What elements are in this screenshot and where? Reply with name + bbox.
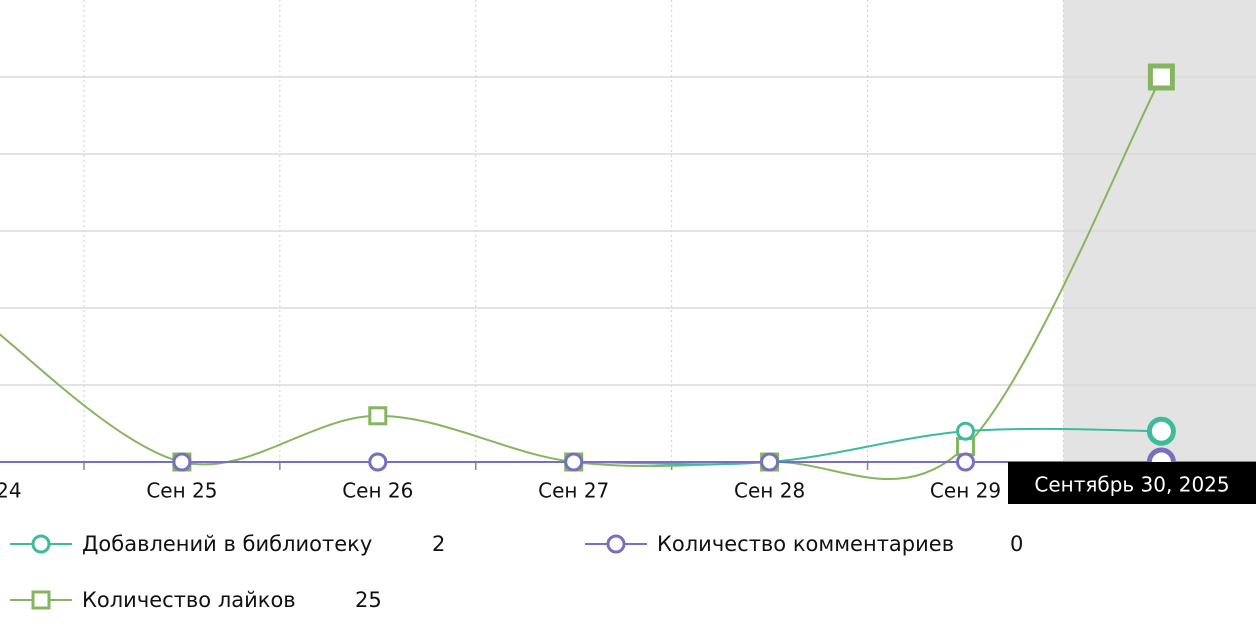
- tooltip-text: Сентябрь 30, 2025: [1034, 473, 1229, 497]
- legend-item: Добавлений в библиотеку 2: [10, 532, 445, 556]
- x-tick-label: Сен 25: [146, 479, 217, 503]
- data-point: [956, 452, 975, 472]
- legend-value: 2: [432, 532, 445, 556]
- legend-marker: [606, 534, 626, 554]
- legend-marker: [31, 590, 51, 610]
- data-point: [368, 452, 388, 472]
- legend-value: 25: [355, 588, 382, 612]
- x-tick-label: Сен 29: [930, 479, 1001, 503]
- x-tick-label: Сен 27: [538, 479, 609, 503]
- data-point: [956, 437, 975, 457]
- legend-label: Количество комментариев: [657, 532, 954, 556]
- data-point: [172, 452, 192, 472]
- data-point: [760, 452, 780, 472]
- data-point: [956, 421, 975, 441]
- legend-marker: [31, 534, 51, 554]
- data-point: [1146, 416, 1176, 446]
- x-tick-label: Сен 26: [342, 479, 413, 503]
- legend-value: 0: [1010, 532, 1023, 556]
- data-point: [1147, 63, 1175, 91]
- series-line: [0, 76, 1163, 480]
- x-tick-label: Сен 24: [0, 479, 22, 503]
- legend-item: Количество лайков 25: [10, 588, 382, 612]
- legend-label: Количество лайков: [82, 588, 296, 612]
- data-point: [564, 452, 584, 472]
- legend-item: Количество комментариев 0: [585, 532, 1023, 556]
- data-point: [368, 406, 388, 426]
- x-tick-label: Сен 28: [734, 479, 805, 503]
- tooltip-box: [1008, 462, 1256, 504]
- legend-label: Добавлений в библиотеку: [82, 532, 372, 556]
